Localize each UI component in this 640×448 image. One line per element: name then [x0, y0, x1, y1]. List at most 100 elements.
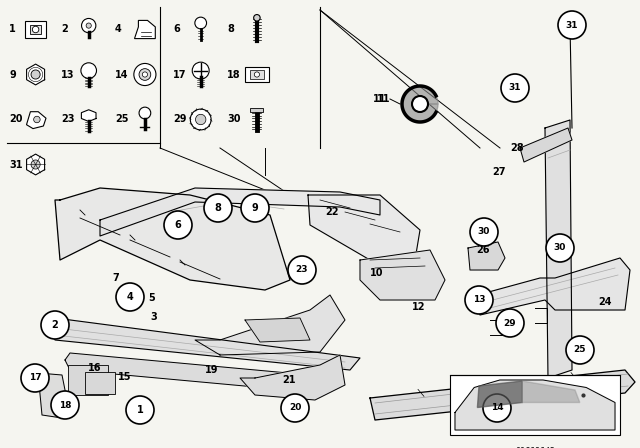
- Text: 1: 1: [136, 405, 143, 415]
- Text: 31: 31: [566, 21, 579, 30]
- Text: 18: 18: [227, 69, 241, 79]
- Circle shape: [164, 211, 192, 239]
- Circle shape: [116, 283, 144, 311]
- Circle shape: [253, 14, 260, 21]
- Text: 10: 10: [370, 268, 383, 278]
- Text: 13: 13: [473, 296, 485, 305]
- Circle shape: [254, 72, 259, 77]
- Text: 5: 5: [148, 293, 155, 303]
- Circle shape: [31, 70, 40, 79]
- Circle shape: [21, 364, 49, 392]
- Text: 3: 3: [150, 312, 157, 322]
- Circle shape: [496, 309, 524, 337]
- Polygon shape: [545, 120, 572, 378]
- Text: 14: 14: [491, 404, 503, 413]
- Circle shape: [142, 72, 147, 77]
- Circle shape: [126, 396, 154, 424]
- Text: 17: 17: [173, 69, 186, 79]
- Text: 20: 20: [9, 115, 22, 125]
- Text: 26: 26: [476, 245, 490, 255]
- Text: 2: 2: [52, 320, 58, 330]
- Text: 4: 4: [127, 292, 133, 302]
- Bar: [29, 25, 42, 34]
- Bar: [68, 365, 108, 395]
- Text: 13: 13: [61, 69, 74, 79]
- Circle shape: [33, 26, 39, 33]
- Polygon shape: [100, 188, 380, 236]
- Circle shape: [41, 311, 69, 339]
- Text: 00C69642: 00C69642: [515, 447, 555, 448]
- Text: 6: 6: [175, 220, 181, 230]
- Circle shape: [204, 194, 232, 222]
- Text: 16: 16: [88, 363, 102, 373]
- Circle shape: [139, 69, 151, 80]
- Bar: [25, 21, 46, 38]
- Text: 30: 30: [478, 228, 490, 237]
- Polygon shape: [402, 86, 438, 122]
- Circle shape: [195, 114, 206, 125]
- Polygon shape: [27, 64, 45, 85]
- Text: 22: 22: [325, 207, 339, 217]
- Polygon shape: [245, 318, 310, 342]
- Polygon shape: [308, 195, 420, 260]
- Polygon shape: [195, 295, 345, 355]
- Bar: [85, 372, 115, 394]
- Text: 6: 6: [173, 25, 180, 34]
- Circle shape: [34, 116, 40, 123]
- Polygon shape: [81, 110, 96, 121]
- Polygon shape: [522, 381, 580, 402]
- Circle shape: [412, 96, 428, 112]
- Text: 31: 31: [9, 159, 22, 169]
- Circle shape: [241, 194, 269, 222]
- Text: 29: 29: [173, 115, 186, 125]
- Text: 20: 20: [289, 404, 301, 413]
- Text: 24: 24: [598, 297, 611, 307]
- Circle shape: [81, 63, 97, 78]
- Polygon shape: [240, 355, 345, 400]
- Text: 30: 30: [227, 115, 241, 125]
- Text: 17: 17: [29, 374, 42, 383]
- Circle shape: [134, 64, 156, 86]
- Polygon shape: [52, 318, 360, 370]
- Text: 9: 9: [252, 203, 259, 213]
- Polygon shape: [360, 250, 445, 300]
- Bar: [250, 70, 264, 79]
- Text: 8: 8: [227, 25, 234, 34]
- Circle shape: [31, 160, 40, 169]
- Text: 21: 21: [282, 375, 296, 385]
- Text: 1: 1: [9, 25, 16, 34]
- Text: 4: 4: [115, 25, 122, 34]
- Text: 23: 23: [61, 115, 74, 125]
- Text: 19: 19: [205, 365, 218, 375]
- Text: 15: 15: [118, 372, 131, 382]
- Circle shape: [81, 18, 96, 33]
- Text: 2: 2: [61, 25, 68, 34]
- Text: 14: 14: [115, 69, 129, 79]
- Circle shape: [501, 74, 529, 102]
- Circle shape: [288, 256, 316, 284]
- Text: 28: 28: [510, 143, 524, 153]
- Polygon shape: [370, 370, 635, 420]
- Text: 25: 25: [573, 345, 586, 354]
- Polygon shape: [26, 112, 46, 129]
- Circle shape: [566, 336, 594, 364]
- Text: 27: 27: [492, 167, 506, 177]
- Circle shape: [558, 11, 586, 39]
- Bar: [250, 108, 264, 112]
- Polygon shape: [65, 353, 320, 392]
- Circle shape: [190, 109, 211, 130]
- Polygon shape: [134, 21, 156, 39]
- Text: 30: 30: [554, 244, 566, 253]
- Polygon shape: [468, 242, 505, 270]
- Circle shape: [192, 62, 209, 79]
- Text: 29: 29: [504, 319, 516, 327]
- Text: 25: 25: [115, 115, 129, 125]
- Circle shape: [139, 107, 151, 119]
- Polygon shape: [520, 128, 572, 162]
- Circle shape: [546, 234, 574, 262]
- Circle shape: [281, 394, 309, 422]
- Circle shape: [465, 286, 493, 314]
- Polygon shape: [455, 380, 615, 430]
- Polygon shape: [55, 188, 290, 290]
- Text: 7: 7: [112, 273, 119, 283]
